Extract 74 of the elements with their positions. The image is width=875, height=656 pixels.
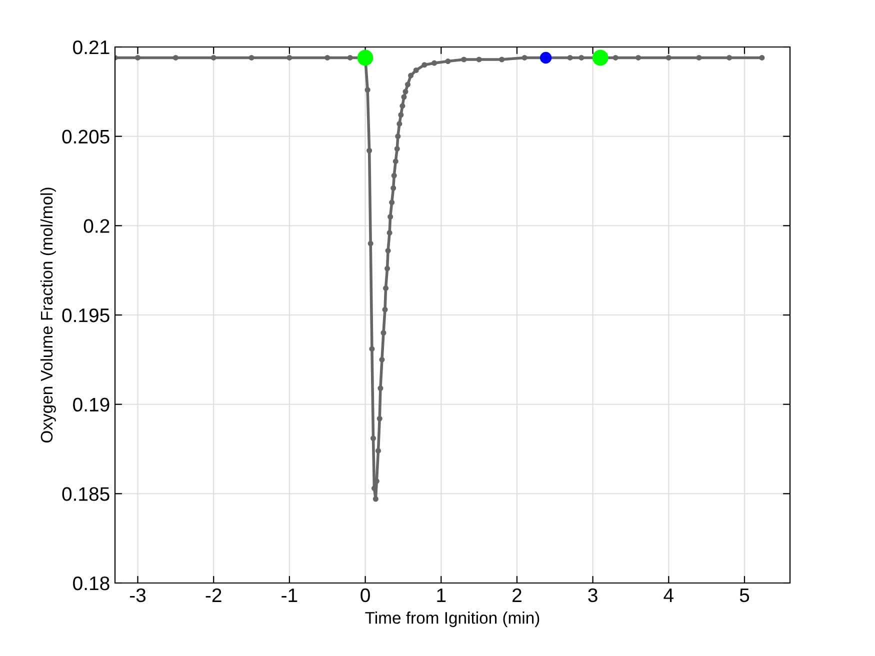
point	[540, 52, 552, 64]
point	[567, 54, 573, 60]
point	[404, 82, 411, 88]
point	[378, 385, 384, 392]
point	[636, 54, 642, 60]
point	[522, 54, 528, 60]
point	[386, 230, 392, 236]
point	[592, 50, 608, 66]
x-tick-label: -3	[130, 588, 146, 602]
point	[376, 416, 382, 422]
point	[666, 54, 672, 60]
point	[432, 60, 438, 66]
point	[400, 103, 406, 109]
y-tick-label: 0.19	[73, 398, 110, 412]
point	[499, 56, 505, 62]
point	[696, 54, 702, 60]
point	[390, 185, 396, 191]
point	[612, 54, 618, 60]
point	[759, 54, 765, 60]
x-tick-label: -2	[206, 588, 222, 602]
point	[401, 94, 407, 100]
point	[385, 248, 391, 254]
point	[396, 121, 402, 127]
x-tick-label: 4	[664, 588, 674, 602]
point	[476, 56, 482, 62]
x-tick-label: 0	[360, 588, 370, 602]
point	[388, 214, 394, 220]
point	[366, 148, 372, 154]
point	[347, 54, 353, 60]
point	[364, 87, 370, 93]
point	[172, 54, 178, 60]
point	[324, 54, 330, 60]
point	[578, 54, 584, 60]
point	[382, 306, 388, 312]
point	[422, 62, 428, 68]
point	[394, 146, 400, 152]
point	[379, 356, 385, 362]
point	[398, 112, 404, 118]
y-tick-label: 0.205	[62, 130, 110, 144]
y-tick-label: 0.18	[73, 576, 110, 590]
point	[445, 58, 451, 64]
point	[402, 88, 408, 94]
y-tick-label: 0.195	[62, 308, 110, 322]
point	[461, 56, 467, 62]
y-tick-label: 0.21	[73, 40, 110, 54]
x-axis-title: Time from Ignition (min)	[365, 612, 540, 628]
x-tick-label: 5	[740, 588, 750, 602]
point	[392, 158, 398, 164]
x-tick-label: 2	[512, 588, 522, 602]
point	[368, 240, 374, 246]
point	[248, 54, 254, 60]
point	[413, 67, 419, 74]
point	[369, 346, 375, 352]
x-tick-label: 1	[437, 588, 446, 602]
point	[726, 54, 732, 60]
point	[384, 266, 390, 272]
point	[286, 54, 292, 60]
point	[134, 54, 141, 60]
y-tick-label: 0.185	[62, 487, 110, 501]
point	[372, 496, 378, 502]
y-tick-label: 0.2	[84, 219, 110, 233]
point	[380, 330, 386, 336]
point	[391, 172, 397, 178]
point	[408, 72, 414, 78]
point	[395, 134, 401, 140]
point	[389, 200, 395, 206]
y-axis-title: Oxygen Volume Fraction (mol/mol)	[40, 188, 56, 442]
point	[357, 50, 374, 66]
point	[210, 54, 216, 60]
point	[375, 448, 382, 454]
x-tick-label: 3	[588, 588, 598, 602]
point	[382, 285, 389, 291]
x-tick-label: -1	[282, 588, 298, 602]
point	[370, 436, 376, 442]
